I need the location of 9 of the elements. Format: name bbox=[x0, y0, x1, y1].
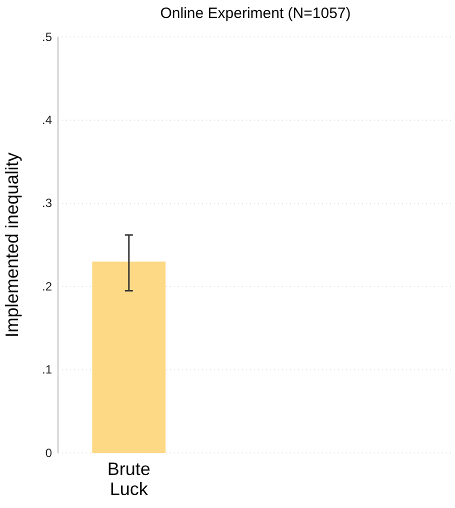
y-tick-label: .5 bbox=[42, 30, 52, 44]
y-tick-label: .2 bbox=[42, 279, 52, 294]
y-tick-label: 0 bbox=[45, 446, 52, 460]
chart-title: Online Experiment (N=1057) bbox=[160, 5, 351, 22]
y-tick-label: .4 bbox=[42, 113, 52, 128]
y-tick-label: .1 bbox=[42, 362, 52, 377]
y-axis-title: Implemented inequality bbox=[2, 152, 22, 338]
y-tick-label: .3 bbox=[42, 196, 52, 210]
x-tick-label: Brute Luck bbox=[107, 459, 150, 499]
